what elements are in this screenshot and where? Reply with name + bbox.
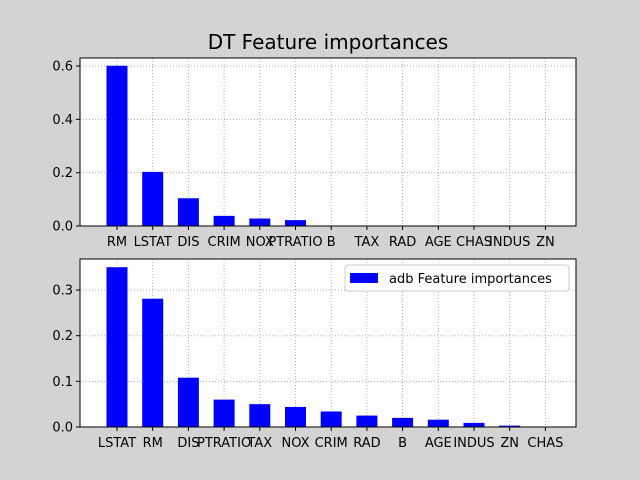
top-axes-frame bbox=[79, 57, 577, 227]
top-x-tick-label: PTRATIO bbox=[268, 235, 322, 250]
top-bar-nox bbox=[249, 218, 271, 226]
chart-title: DT Feature importances bbox=[208, 30, 449, 54]
top-x-tick-label: CRIM bbox=[208, 235, 241, 250]
bottom-bar-age bbox=[427, 419, 449, 427]
bottom-x-tick-label: INDUS bbox=[453, 436, 494, 451]
bottom-y-tick-label: 0.0 bbox=[52, 421, 73, 436]
top-bar-crim bbox=[213, 215, 235, 226]
bottom-bar-rm bbox=[142, 298, 164, 427]
bottom-x-tick-label: CRIM bbox=[315, 436, 348, 451]
bottom-axes-frame bbox=[79, 258, 577, 428]
top-bar-dis bbox=[177, 198, 199, 226]
bottom-bar-b bbox=[392, 417, 414, 427]
top-x-tick-label: CHAS bbox=[456, 235, 492, 250]
bottom-x-tick-label: LSTAT bbox=[98, 436, 136, 451]
bottom-x-tick-label: AGE bbox=[425, 436, 452, 451]
bottom-bar-rad bbox=[356, 415, 378, 427]
top-bar-ptratio bbox=[285, 220, 306, 226]
bottom-x-tick-label: CHAS bbox=[527, 436, 563, 451]
bottom-bar-indus bbox=[463, 422, 485, 427]
top-y-tick-label: 0.4 bbox=[52, 113, 73, 128]
bottom-bar-tax bbox=[249, 404, 271, 427]
bottom-bar-crim bbox=[320, 411, 342, 427]
top-x-tick-label: RAD bbox=[389, 235, 416, 250]
bottom-x-tick-label: B bbox=[398, 436, 407, 451]
bottom-legend: adb Feature importances bbox=[344, 264, 570, 292]
top-x-tick-label: DIS bbox=[177, 235, 199, 250]
top-x-tick-label: ZN bbox=[536, 235, 555, 250]
bottom-x-tick-label: DIS bbox=[177, 436, 199, 451]
top-x-tick-label: B bbox=[327, 235, 336, 250]
bottom-x-tick-label: ZN bbox=[500, 436, 519, 451]
top-y-tick-label: 0.0 bbox=[52, 220, 73, 235]
legend-label: adb Feature importances bbox=[389, 272, 552, 287]
top-y-tick-label: 0.6 bbox=[52, 60, 73, 75]
bottom-y-tick-label: 0.3 bbox=[52, 284, 73, 299]
bottom-y-tick-label: 0.1 bbox=[52, 375, 73, 390]
top-x-tick-label: AGE bbox=[425, 235, 452, 250]
bottom-bar-nox bbox=[285, 406, 306, 427]
bottom-bar-lstat bbox=[106, 267, 128, 427]
bottom-x-tick-label: PTRATIO bbox=[197, 436, 251, 451]
legend-box bbox=[344, 264, 570, 292]
bottom-bar-dis bbox=[177, 377, 199, 427]
bottom-y-tick-label: 0.2 bbox=[52, 329, 73, 344]
bottom-x-tick-label: RAD bbox=[353, 436, 380, 451]
bottom-x-tick-label: TAX bbox=[246, 436, 272, 451]
top-bar-rm bbox=[106, 65, 128, 226]
top-x-tick-label: TAX bbox=[354, 235, 380, 250]
top-x-tick-label: INDUS bbox=[489, 235, 530, 250]
bottom-x-tick-label: NOX bbox=[281, 436, 309, 451]
top-bar-lstat bbox=[142, 171, 164, 226]
top-y-tick-label: 0.2 bbox=[52, 166, 73, 181]
legend-swatch bbox=[350, 273, 378, 283]
top-x-tick-label: NOX bbox=[246, 235, 274, 250]
bottom-bar-zn bbox=[499, 425, 521, 427]
bottom-bar-ptratio bbox=[213, 399, 235, 427]
bottom-x-tick-label: RM bbox=[143, 436, 163, 451]
top-x-tick-label: LSTAT bbox=[134, 235, 172, 250]
top-x-tick-label: RM bbox=[107, 235, 127, 250]
